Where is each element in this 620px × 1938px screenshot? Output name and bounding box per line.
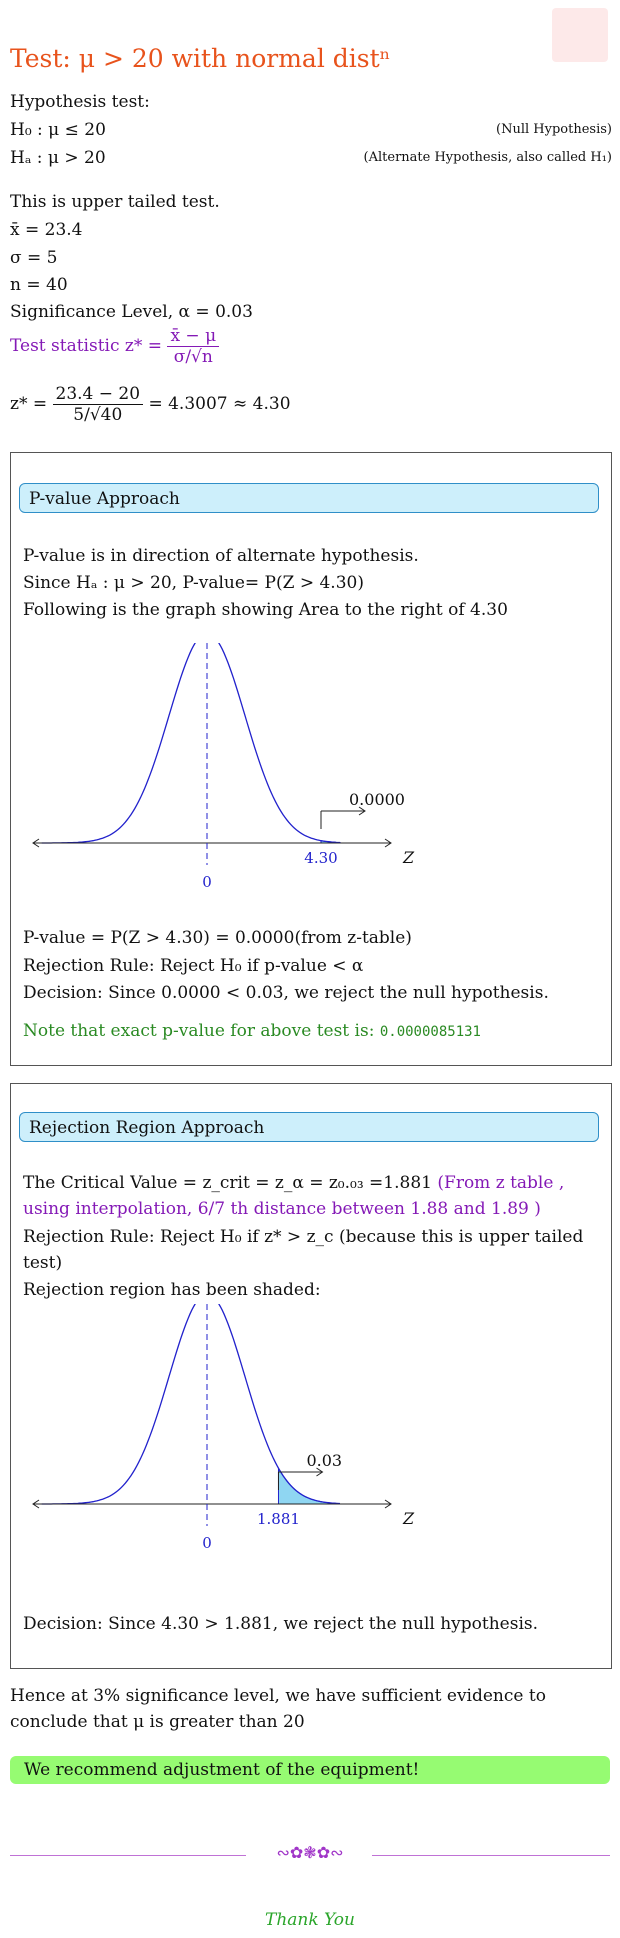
alternate-hypothesis-note: (Alternate Hypothesis, also called H₁) xyxy=(363,150,612,165)
normal-curve xyxy=(41,1304,340,1505)
page-title: Test: μ > 20 with normal distⁿ xyxy=(10,44,391,73)
null-hypothesis-note: (Null Hypothesis) xyxy=(496,122,612,137)
calc-lhs: z* = xyxy=(10,394,48,414)
calc-denominator: 5/√40 xyxy=(73,405,123,425)
pvalue-rule: Rejection Rule: Reject H₀ if p-value < α xyxy=(23,956,364,976)
significance-level: Significance Level, α = 0.03 xyxy=(10,302,253,322)
rejection-graph: 0.03 1.881 0 Z xyxy=(32,1304,415,1552)
axis-right-arrow-icon xyxy=(384,838,392,848)
divider-right xyxy=(372,1855,610,1856)
pvalue-decision: Decision: Since 0.0000 < 0.03, we reject… xyxy=(23,983,549,1003)
axis-right-arrow-icon xyxy=(384,1499,392,1509)
normal-curve xyxy=(41,643,340,844)
formula-denominator: σ/√n xyxy=(173,347,213,367)
pvalue-line3: Following is the graph showing Area to t… xyxy=(23,600,508,620)
conclusion: Hence at 3% significance level, we have … xyxy=(10,1686,546,1732)
null-hypothesis: H₀ : μ ≤ 20 xyxy=(10,120,106,140)
exact-pvalue: 0.0000085131 xyxy=(379,1024,481,1040)
exact-pvalue-note: Note that exact p-value for above test i… xyxy=(23,1021,481,1041)
pvalue-graph: 0.0000 4.30 0 Z xyxy=(32,643,415,891)
logo-icon xyxy=(552,8,608,62)
sigma-value: σ = 5 xyxy=(10,248,58,268)
rejection-header: Rejection Region Approach xyxy=(19,1112,599,1142)
alternate-hypothesis: Hₐ : μ > 20 xyxy=(10,148,106,168)
calc-numerator: 23.4 − 20 xyxy=(52,384,144,405)
formula-numerator: x̄ − μ xyxy=(167,326,220,347)
zero-label: 0 xyxy=(202,1534,212,1552)
critical-value-note: (From z table , using interpolation, 6/7… xyxy=(23,1173,565,1219)
pvalue-line1: P-value is in direction of alternate hyp… xyxy=(23,546,419,566)
test-statistic-formula: Test statistic z* = x̄ − μ σ/√n xyxy=(10,326,220,367)
calc-fraction: 23.4 − 20 5/√40 xyxy=(52,384,144,425)
hypothesis-heading: Hypothesis test: xyxy=(10,92,150,112)
zero-label: 0 xyxy=(202,873,212,891)
pvalue-line2: Since Hₐ : μ > 20, P-value= P(Z > 4.30) xyxy=(23,573,364,593)
axis-left-arrow-icon xyxy=(32,1499,40,1509)
sample-mean: x̄ = 23.4 xyxy=(10,220,83,240)
pvalue-header: P-value Approach xyxy=(19,483,599,513)
recommendation-banner: We recommend adjustment of the equipment… xyxy=(10,1756,610,1784)
critical-value: The Critical Value = z_crit = z_α = z₀.₀… xyxy=(23,1173,432,1193)
critical-label: 4.30 xyxy=(304,849,337,867)
rejection-decision: Decision: Since 4.30 > 1.881, we reject … xyxy=(23,1614,539,1634)
rejection-rule: Rejection Rule: Reject H₀ if z* > z_c (b… xyxy=(23,1227,584,1273)
sample-size: n = 40 xyxy=(10,275,68,295)
pvalue-section: P-value Approach P-value is in direction… xyxy=(10,452,612,1066)
rejection-shaded-text: Rejection region has been shaded: xyxy=(23,1280,321,1300)
ornament-icon: ∾✿❃✿∾ xyxy=(276,1843,344,1862)
axis-left-arrow-icon xyxy=(32,838,40,848)
critical-label: 1.881 xyxy=(257,1510,300,1528)
critical-value-text: The Critical Value = z_crit = z_α = z₀.₀… xyxy=(23,1170,593,1222)
test-statistic-calc: z* = 23.4 − 20 5/√40 = 4.3007 ≈ 4.30 xyxy=(10,384,291,425)
thank-you: Thank You xyxy=(264,1910,355,1930)
calc-rhs: = 4.3007 ≈ 4.30 xyxy=(148,394,291,414)
area-arrow-head-icon xyxy=(358,806,366,816)
rejection-section: Rejection Region Approach The Critical V… xyxy=(10,1083,612,1669)
divider-left xyxy=(10,1855,246,1856)
area-label: 0.03 xyxy=(306,1451,342,1470)
axis-label: Z xyxy=(402,1509,415,1528)
test-statistic-fraction: x̄ − μ σ/√n xyxy=(167,326,220,367)
pvalue-result: P-value = P(Z > 4.30) = 0.0000(from z-ta… xyxy=(23,928,412,948)
area-arrow-head-icon xyxy=(316,1467,324,1477)
exact-pvalue-label: Note that exact p-value for above test i… xyxy=(23,1021,375,1041)
area-label: 0.0000 xyxy=(349,790,405,809)
axis-label: Z xyxy=(402,848,415,867)
tail-statement: This is upper tailed test. xyxy=(10,192,220,212)
test-statistic-label: Test statistic z* = xyxy=(10,336,163,356)
